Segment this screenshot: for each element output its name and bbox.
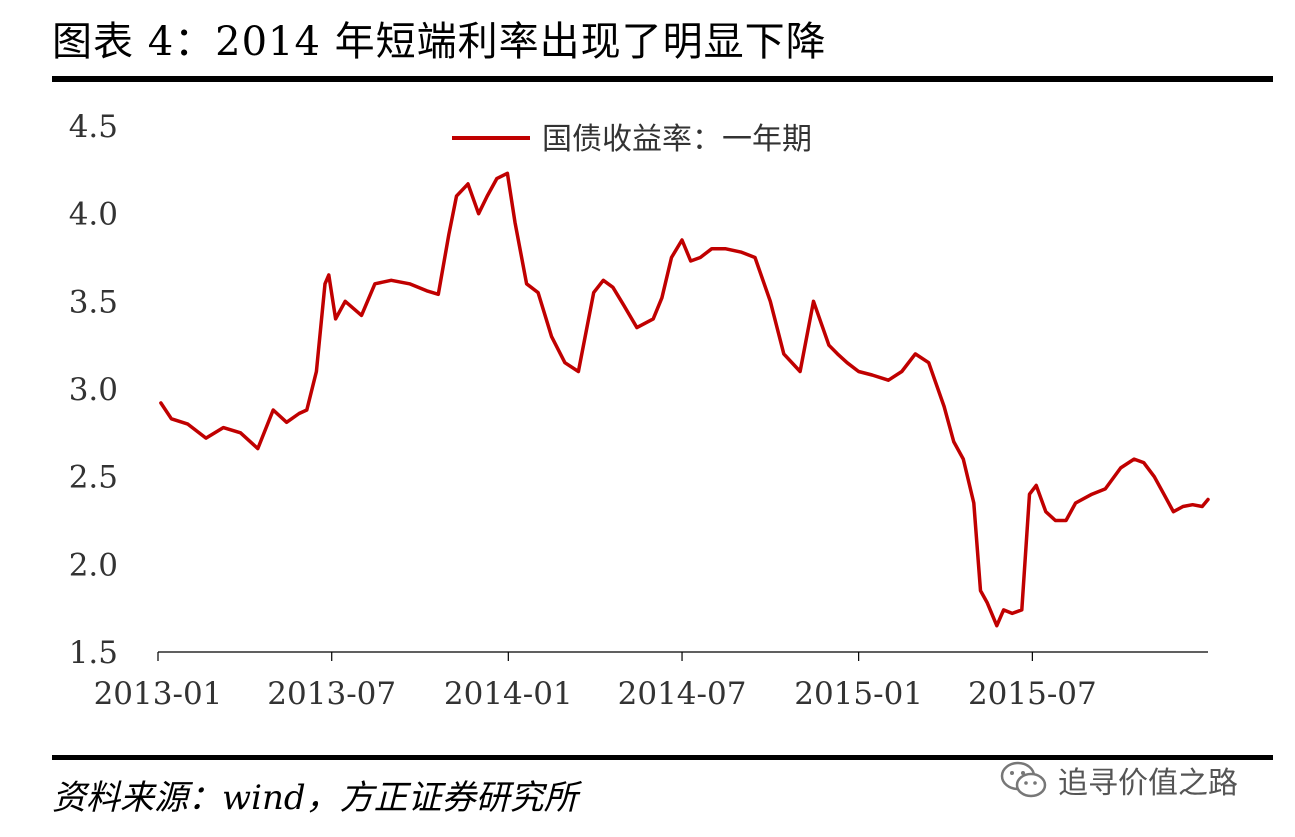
x-tick-label: 2014-07 [618,676,747,712]
y-tick-label: 3.5 [69,284,118,320]
x-tick-label: 2013-01 [94,676,223,712]
x-tick-label: 2015-07 [968,676,1097,712]
source-note: 资料来源：wind，方正证券研究所 [52,778,578,818]
legend-label: 国债收益率：一年期 [542,122,812,157]
top-rule [52,76,1273,82]
wechat-icon [1000,761,1047,798]
y-tick-label: 2.0 [69,547,118,583]
y-tick-label: 1.5 [69,635,118,671]
x-tick-label: 2014-01 [444,676,573,712]
chart-ticks: 1.5 2.0 2.5 3.0 3.5 4.0 4.5 2013-01 2013-07 2014-… [69,109,1097,712]
watermark: 追寻价值之路 [1000,758,1238,802]
y-tick-label: 3.0 [69,372,118,408]
x-tick-label: 2013-07 [267,676,396,712]
chart-legend: 国债收益率：一年期 [452,122,812,157]
series-line [159,171,1210,628]
y-tick-label: 2.5 [69,460,118,496]
chart-title: 图表 4：2014 年短端利率出现了明显下降 [52,19,827,65]
bottom-rule [52,755,1273,760]
chart-series [159,171,1210,628]
y-tick-label: 4.0 [69,197,118,233]
x-tick-label: 2015-01 [794,676,923,712]
watermark-text: 追寻价值之路 [1058,766,1238,801]
y-tick-label: 4.5 [69,109,118,145]
